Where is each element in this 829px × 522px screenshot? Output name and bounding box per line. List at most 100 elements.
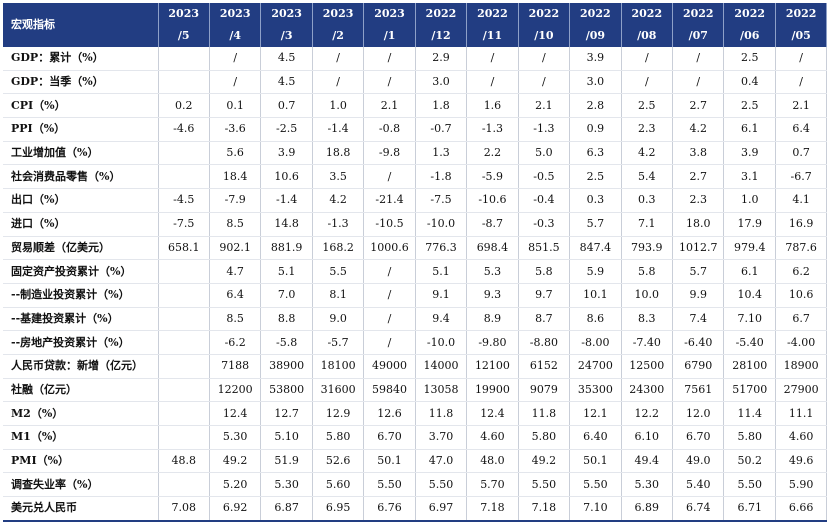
table-cell: 6.70 xyxy=(363,425,416,450)
table-cell: / xyxy=(672,47,725,71)
table-cell: 5.6 xyxy=(209,141,262,166)
table-cell xyxy=(158,70,210,95)
table-cell: -10.0 xyxy=(415,330,468,355)
table-cell: -5.9 xyxy=(466,164,519,190)
table-cell: 979.4 xyxy=(723,236,776,261)
table-cell: 8.3 xyxy=(621,307,674,332)
header-period-month: /10 xyxy=(534,29,554,42)
table-cell: 47.0 xyxy=(415,449,468,474)
table-cell: / xyxy=(363,307,416,332)
table-cell: 6.76 xyxy=(363,496,416,522)
table-cell: -8.80 xyxy=(518,330,571,355)
table-cell xyxy=(158,307,210,332)
table-cell: -0.8 xyxy=(363,117,416,142)
table-cell: 5.80 xyxy=(518,425,571,450)
table-cell: 12.4 xyxy=(209,401,262,426)
table-cell: 7188 xyxy=(209,354,262,379)
table-cell: 1000.6 xyxy=(363,236,416,261)
table-row: 社融（亿元） 12200 53800 31600 59840 13058 19900 9079… xyxy=(3,378,828,403)
table-cell: 6.1 xyxy=(723,117,776,142)
row-label: M1（%） xyxy=(3,425,159,450)
table-cell: / xyxy=(363,259,416,284)
table-cell: 5.8 xyxy=(518,259,571,284)
table-cell: 5.4 xyxy=(621,164,674,190)
table-cell: 6152 xyxy=(518,354,571,379)
table-cell: 3.9 xyxy=(260,141,313,166)
table-cell: 6.87 xyxy=(260,496,313,522)
table-cell: -0.7 xyxy=(415,117,468,142)
table-cell: 9.9 xyxy=(672,283,725,308)
header-period: 2022/12 xyxy=(415,3,468,47)
table-cell: 38900 xyxy=(260,354,313,379)
table-row: --房地产投资累计（%） -6.2 -5.8 -5.7/-10.0 -9.80 -8.80… xyxy=(3,330,828,355)
table-cell: 4.2 xyxy=(312,188,365,213)
table-cell: 2.5 xyxy=(723,93,776,119)
table-cell: / xyxy=(363,283,416,308)
table-cell xyxy=(158,330,210,355)
table-cell: 6.4 xyxy=(775,117,828,142)
header-period-month: /09 xyxy=(585,29,606,42)
table-cell: 8.5 xyxy=(209,212,262,237)
table-cell: 11.8 xyxy=(415,401,468,426)
header-period-year: 2022 xyxy=(785,7,817,20)
table-cell: 17.9 xyxy=(723,212,776,237)
table-cell: 53800 xyxy=(260,378,313,403)
header-period-month: /08 xyxy=(637,29,657,42)
table-cell: -7.40 xyxy=(621,330,674,355)
table-cell: / xyxy=(312,70,365,95)
table-cell: 7.0 xyxy=(260,283,313,308)
table-cell: -7.5 xyxy=(415,188,468,213)
table-cell: 18100 xyxy=(312,354,365,379)
table-cell: / xyxy=(363,330,416,355)
table-cell: 8.1 xyxy=(312,283,365,308)
row-label: PPI（%） xyxy=(3,117,159,142)
header-period-month: /1 xyxy=(383,29,396,42)
table-cell: 6.97 xyxy=(415,496,468,522)
macro-indicator-table: 宏观指标 2023/5 2023/4 2023/3 2023/2 2023/1 2022/… xyxy=(3,3,828,522)
table-cell xyxy=(158,283,210,308)
row-label: 固定资产投资累计（%） xyxy=(3,259,159,284)
table-header-row: 宏观指标 2023/5 2023/4 2023/3 2023/2 2023/1 2022/… xyxy=(3,3,828,47)
table-row: 调查失业率（%） 5.20 5.30 5.60 5.50 5.50 5.70 5.50 5.50… xyxy=(3,472,828,498)
table-cell: -8.00 xyxy=(569,330,622,355)
table-cell: 24700 xyxy=(569,354,622,379)
table-cell: -6.40 xyxy=(672,330,725,355)
header-period-month: /5 xyxy=(177,29,190,42)
row-label: GDP：累计（%） xyxy=(3,47,159,71)
table-cell: 2.5 xyxy=(621,93,674,119)
table-cell: 24300 xyxy=(621,378,674,403)
table-cell: 5.7 xyxy=(569,212,622,237)
table-cell: -5.40 xyxy=(723,330,776,355)
header-indicator-label: 宏观指标 xyxy=(3,3,159,47)
table-cell: 12200 xyxy=(209,378,262,403)
table-cell: -7.5 xyxy=(158,212,210,237)
table-row: GDP：累计（%）/4.5//2.9//3.9//2.5/ xyxy=(3,47,828,71)
header-period-month: /3 xyxy=(280,29,293,42)
table-cell: 7561 xyxy=(672,378,725,403)
table-cell: 0.3 xyxy=(569,188,622,213)
table-cell: 12500 xyxy=(621,354,674,379)
table-cell: 6.95 xyxy=(312,496,365,522)
header-period: 2023/3 xyxy=(260,3,313,47)
table-cell: -4.00 xyxy=(775,330,828,355)
table-cell: 1.0 xyxy=(312,93,365,119)
table-cell: 5.40 xyxy=(672,472,725,498)
header-period-year: 2022 xyxy=(528,7,560,20)
table-cell: 6.1 xyxy=(723,259,776,284)
table-cell: 8.9 xyxy=(466,307,519,332)
table-cell: 5.30 xyxy=(260,472,313,498)
table-row: 社会消费品零售（%） 18.4 10.6 3.5/-1.8 -5.9 -0.5 2.5 5.4… xyxy=(3,164,828,190)
header-period-month: /05 xyxy=(791,29,811,42)
table-cell: 14.8 xyxy=(260,212,313,237)
table-body: GDP：累计（%）/4.5//2.9//3.9//2.5/GDP：当季（%）/4… xyxy=(3,47,828,522)
table-cell: 0.3 xyxy=(621,188,674,213)
table-cell: -21.4 xyxy=(363,188,416,213)
table-cell: / xyxy=(363,164,416,190)
table-cell xyxy=(158,472,210,498)
row-label: 贸易顺差（亿美元） xyxy=(3,236,159,261)
table-cell: -3.6 xyxy=(209,117,262,142)
table-cell: -6.7 xyxy=(775,164,828,190)
table-cell: / xyxy=(518,47,571,71)
table-cell: 12.7 xyxy=(260,401,313,426)
table-cell: 27900 xyxy=(775,378,828,403)
